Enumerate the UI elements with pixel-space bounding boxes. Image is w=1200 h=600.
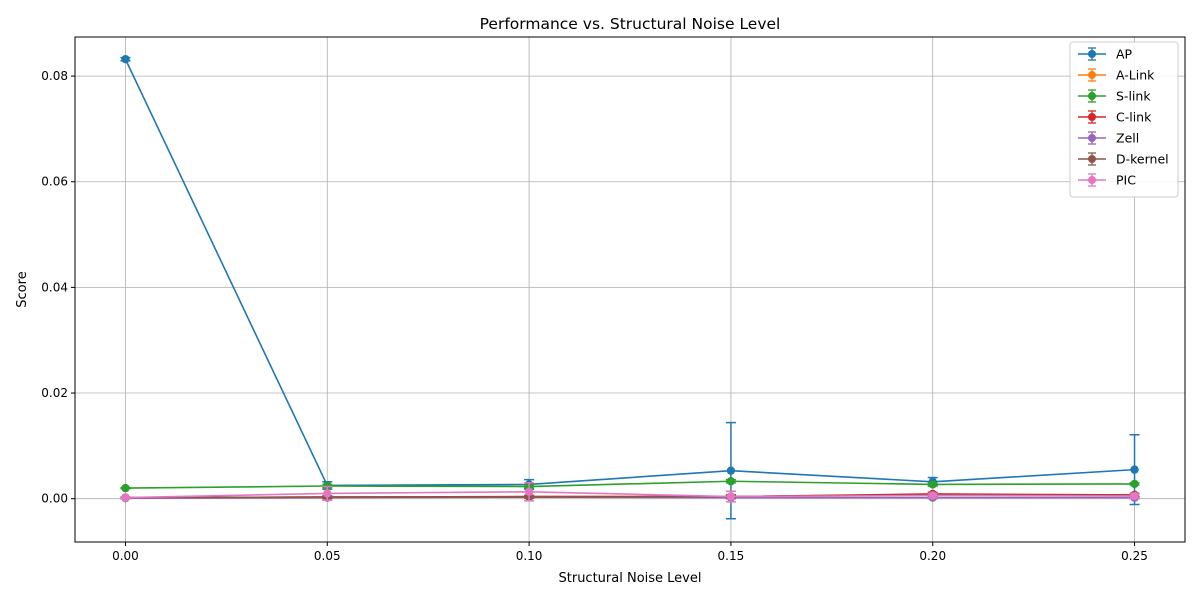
legend-item: AP: [1078, 47, 1133, 62]
plot-frame: [74, 36, 1186, 543]
x-axis-title: Structural Noise Level: [559, 571, 702, 586]
data-point: [524, 487, 534, 497]
x-tick-label: 0.05: [314, 549, 341, 563]
series-s-link: [120, 477, 1140, 493]
data-point: [121, 54, 130, 64]
data-point: [726, 492, 736, 501]
data-point: [928, 480, 937, 489]
y-tick-label: 0.02: [41, 386, 68, 400]
legend-item: S-link: [1078, 89, 1151, 104]
data-point: [323, 489, 332, 498]
legend-label: PIC: [1116, 173, 1136, 188]
axes: 0.00 0.05 0.10 0.15 0.20 0.25 0.00 0.02 0.04 0.06…: [41, 69, 1148, 563]
series-line: [125, 480, 1135, 489]
legend-item: D-kernel: [1078, 152, 1169, 167]
legend-item: A-Link: [1078, 68, 1155, 83]
y-tick-label: 0.00: [41, 492, 68, 506]
legend-label: A-Link: [1116, 68, 1155, 83]
legend-label: S-link: [1116, 89, 1151, 104]
chart-title: Performance vs. Structural Noise Level: [480, 15, 781, 33]
data-point: [1130, 465, 1139, 474]
x-tick-label: 0.25: [1121, 549, 1148, 563]
legend-marker: [1088, 71, 1096, 79]
data-point: [726, 477, 736, 486]
legend-label: AP: [1116, 47, 1133, 62]
legend-label: D-kernel: [1116, 152, 1169, 167]
legend-item: PIC: [1078, 173, 1136, 188]
x-tick-label: 0.15: [718, 549, 745, 563]
x-tick-label: 0.20: [919, 549, 946, 563]
legend-marker: [1088, 113, 1096, 121]
series-pic: [120, 482, 1140, 503]
legend-item: C-link: [1078, 110, 1152, 125]
legend-marker: [1088, 50, 1096, 58]
data-point: [726, 466, 736, 475]
legend-label: C-link: [1116, 110, 1152, 125]
data-point: [1130, 491, 1139, 501]
legend-item: Zell: [1078, 131, 1139, 146]
legend-label: Zell: [1116, 131, 1139, 146]
legend-marker: [1088, 92, 1096, 100]
y-tick-label: 0.08: [41, 69, 68, 83]
x-tick-label: 0.00: [112, 549, 139, 563]
data-point: [928, 491, 937, 500]
series-layer: [120, 54, 1140, 520]
legend: AP A-Link S-link C-link Zell D-kernel PIC: [1069, 41, 1179, 198]
data-point: [1130, 479, 1139, 489]
x-tick-label: 0.10: [516, 549, 543, 563]
data-point: [121, 493, 130, 502]
data-point: [121, 483, 130, 493]
series-line: [124, 58, 1135, 487]
y-tick-label: 0.06: [41, 175, 68, 189]
series-line: [125, 491, 1135, 499]
y-axis-title: Score: [15, 271, 30, 307]
legend-marker: [1088, 134, 1096, 142]
y-tick-label: 0.04: [41, 280, 68, 294]
legend-marker: [1088, 176, 1096, 184]
legend-marker: [1088, 155, 1096, 163]
